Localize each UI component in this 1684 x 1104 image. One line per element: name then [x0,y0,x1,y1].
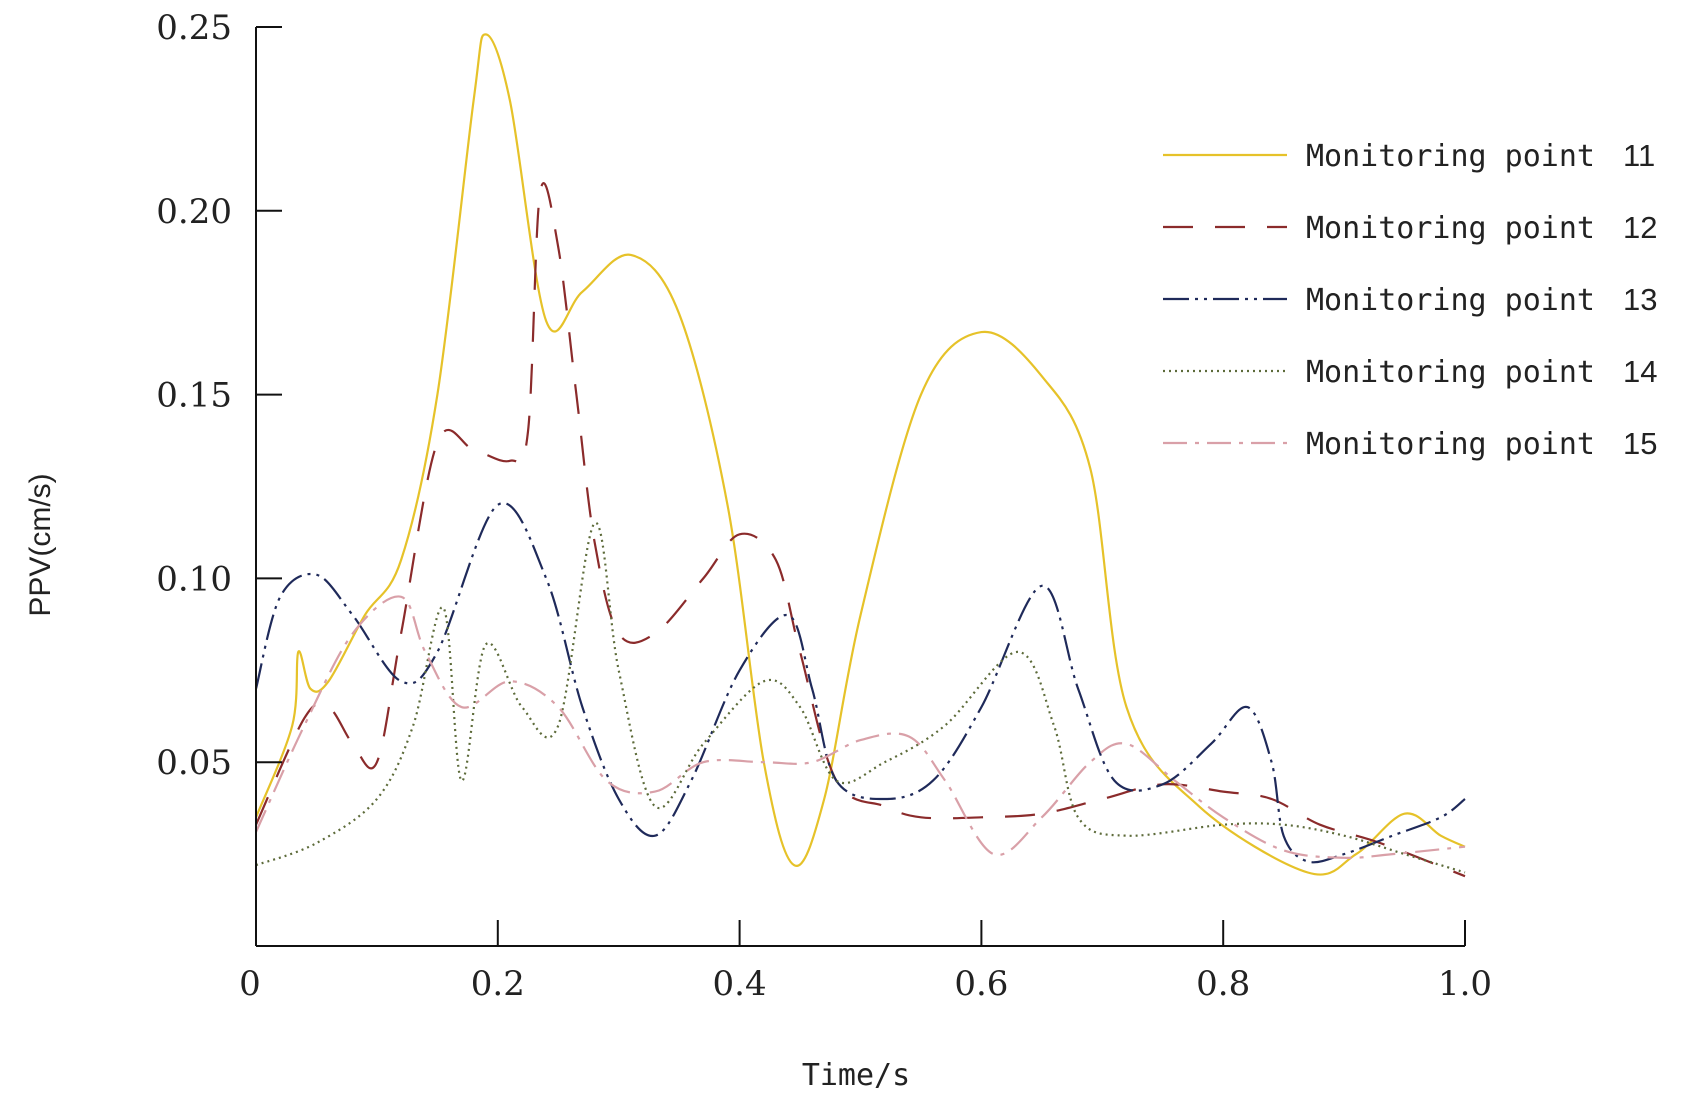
legend-label-14: Monitoring point [1306,355,1595,390]
y-tick-marks [256,26,282,764]
x-tick-label: 0 [239,964,261,1004]
series-line-13 [254,502,1466,864]
x-axis-title: Time/s [802,1058,910,1093]
y-tick-label: 0.20 [156,192,232,232]
legend-number-14: 14 [1623,354,1657,389]
series-line-15 [254,595,1466,859]
y-tick-label: 0.10 [156,559,232,599]
legend-number-13: 13 [1623,282,1657,317]
legend: Monitoring point 11 Monitoring point 12 Moni… [1163,138,1657,462]
legend-label-11: Monitoring point [1306,139,1595,174]
legend-number-11: 11 [1623,138,1655,173]
x-tick-label: 0.6 [954,964,1008,1004]
y-tick-label: 0.15 [156,376,232,416]
series-line-12 [254,182,1466,878]
x-tick-label: 1.0 [1438,964,1492,1004]
x-tick-label: 0.4 [713,964,767,1004]
x-tick-marks [496,920,1466,946]
legend-label-13: Monitoring point [1306,283,1595,318]
legend-label-15: Monitoring point [1306,427,1595,462]
y-axis-title: PPV(cm/s) [24,473,57,616]
y-tick-label: 0.25 [156,8,232,48]
x-tick-labels: 0 0.2 0.4 0.6 0.8 1.0 [239,964,1492,1004]
y-tick-label: 0.05 [156,743,232,783]
x-tick-label: 0.2 [471,964,525,1004]
series-line-11 [254,33,1466,876]
series-line-14 [255,521,1466,874]
series-layer [254,33,1466,878]
legend-number-12: 12 [1623,210,1657,245]
y-tick-labels: 0.05 0.10 0.15 0.20 0.25 [156,8,232,783]
legend-number-15: 15 [1623,426,1657,461]
x-tick-label: 0.8 [1196,964,1250,1004]
legend-label-12: Monitoring point [1306,211,1595,246]
